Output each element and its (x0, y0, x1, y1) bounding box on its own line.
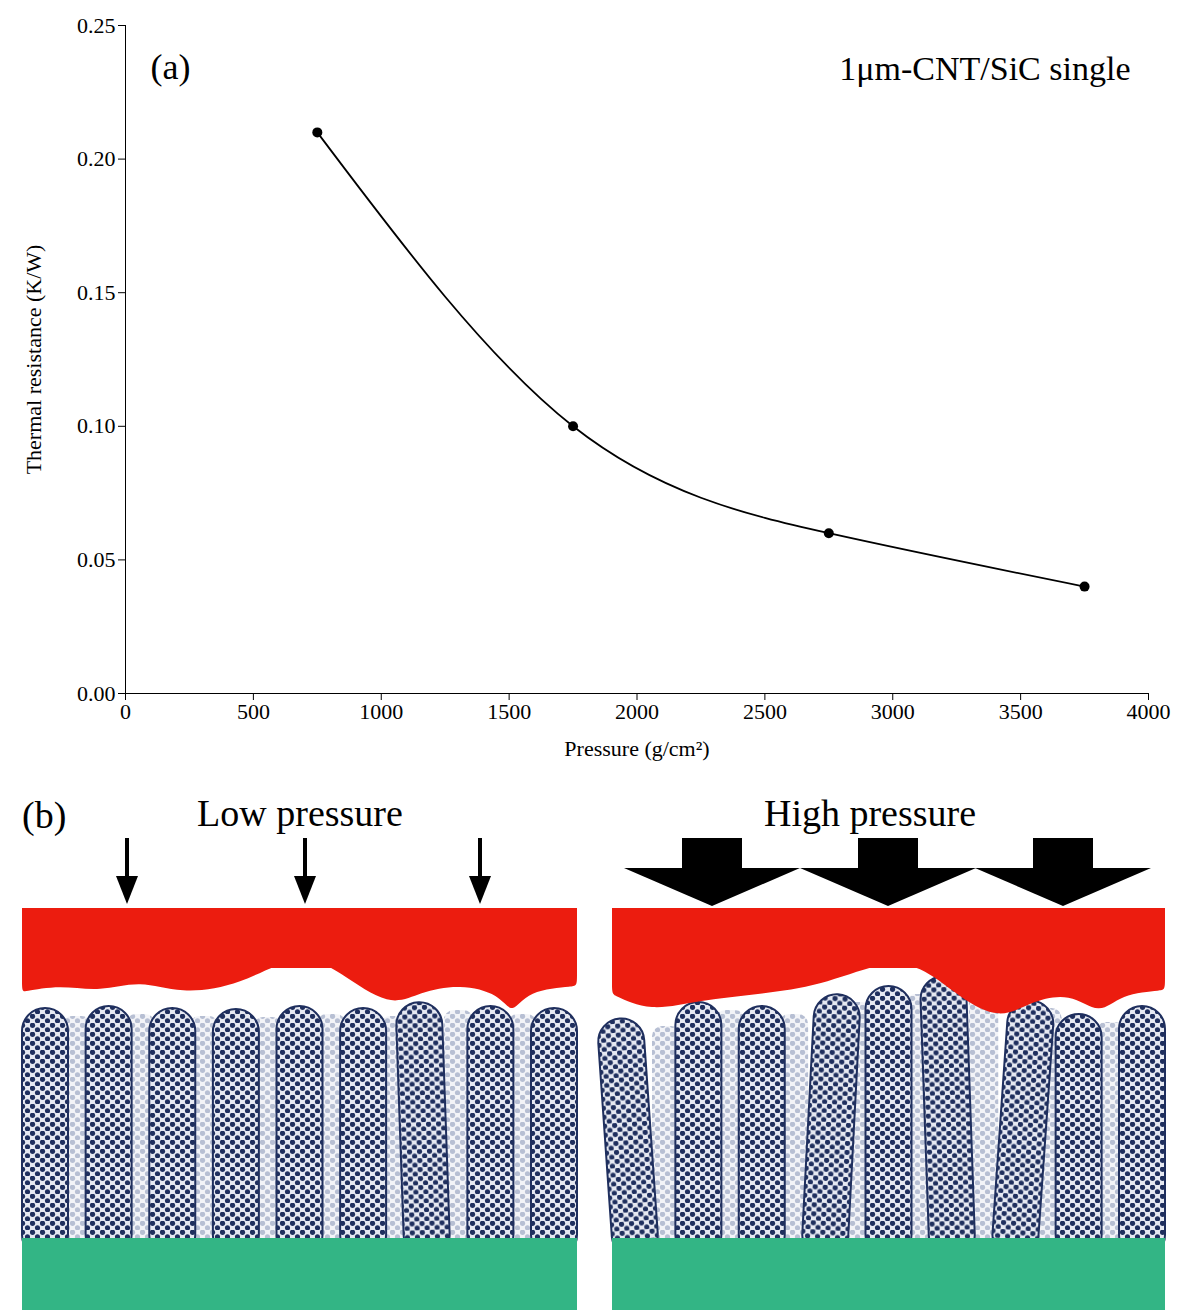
svg-text:2500: 2500 (743, 699, 787, 724)
svg-text:500: 500 (237, 699, 270, 724)
svg-text:3500: 3500 (999, 699, 1043, 724)
svg-text:1μm-CNT/SiC single: 1μm-CNT/SiC single (839, 50, 1130, 87)
svg-text:High pressure: High pressure (764, 792, 976, 834)
svg-text:1000: 1000 (359, 699, 403, 724)
svg-text:0: 0 (120, 699, 131, 724)
svg-text:Low pressure: Low pressure (197, 792, 403, 834)
svg-text:(b): (b) (22, 794, 66, 837)
svg-text:2000: 2000 (615, 699, 659, 724)
svg-text:4000: 4000 (1127, 699, 1171, 724)
svg-text:0.25: 0.25 (77, 13, 116, 38)
svg-text:0.20: 0.20 (77, 146, 116, 171)
svg-text:0.00: 0.00 (77, 681, 116, 706)
svg-text:0.10: 0.10 (77, 413, 116, 438)
svg-text:0.05: 0.05 (77, 547, 116, 572)
svg-text:Thermal resistance (K/W): Thermal resistance (K/W) (21, 245, 46, 475)
svg-text:0.15: 0.15 (77, 280, 116, 305)
svg-text:(a): (a) (151, 47, 191, 87)
svg-text:1500: 1500 (487, 699, 531, 724)
svg-text:Pressure (g/cm²): Pressure (g/cm²) (564, 736, 709, 761)
svg-text:3000: 3000 (871, 699, 915, 724)
